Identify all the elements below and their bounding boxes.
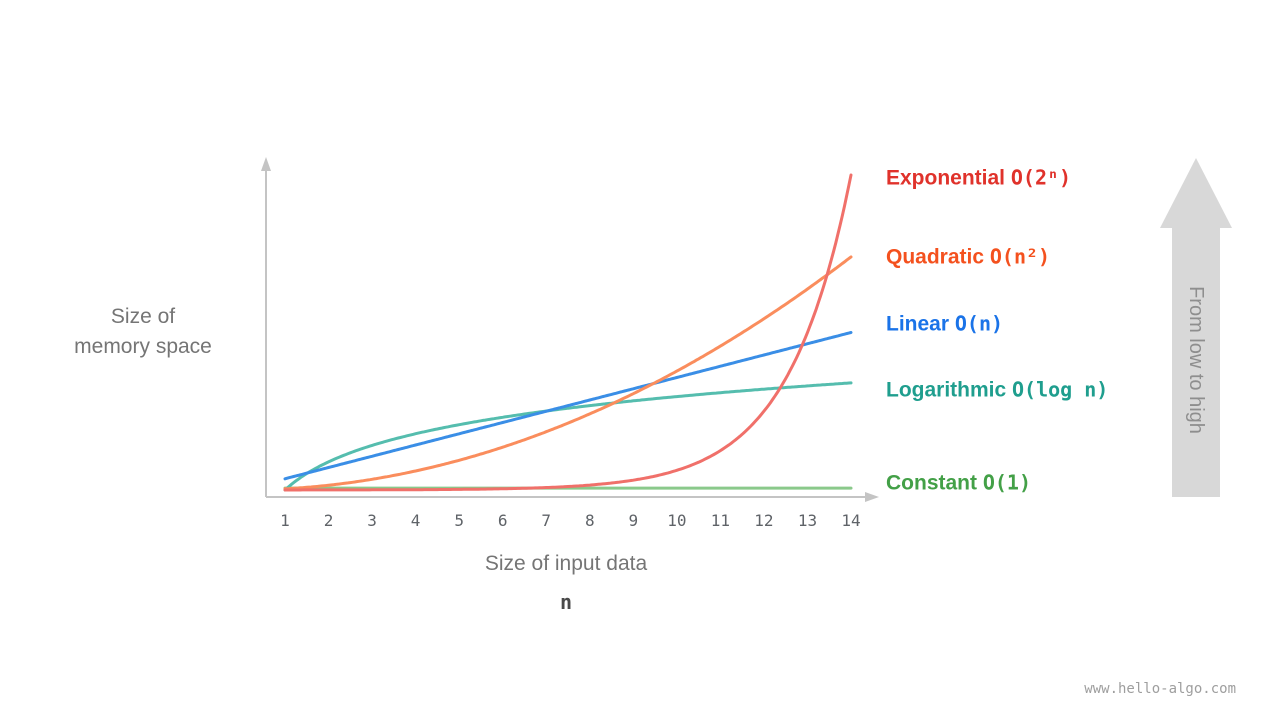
legend-item-logarithmic: Logarithmic O(log n): [886, 378, 1108, 403]
y-axis-label: Size of memory space: [74, 305, 212, 358]
x-tick-6: 6: [497, 511, 508, 530]
x-tick-7: 7: [541, 511, 552, 530]
legend-item-exponential: Exponential O(2ⁿ): [886, 166, 1071, 191]
legend-item-quadratic: Quadratic O(n²): [886, 245, 1050, 270]
curve-logarithmic: [283, 381, 853, 492]
x-tick-1: 1: [280, 511, 290, 530]
legend-series-formula: O(1): [982, 470, 1031, 495]
arrow-head-icon: [1160, 158, 1232, 228]
x-tick-8: 8: [584, 511, 595, 530]
legend-series-name: Logarithmic: [886, 378, 1013, 402]
legend-series-formula: O(n²): [989, 244, 1051, 269]
curve-linear: [283, 331, 853, 481]
x-axis-symbol: n: [559, 590, 573, 614]
x-tick-14: 14: [841, 511, 861, 530]
x-tick-5: 5: [454, 511, 464, 530]
x-tick-9: 9: [628, 511, 639, 530]
legend-series-name: Exponential: [886, 166, 1011, 190]
arrow-shaft: [1172, 226, 1220, 497]
legend-series-name: Constant: [886, 471, 983, 495]
x-axis-label: Size of input data: [484, 552, 648, 575]
x-tick-13: 13: [797, 511, 818, 530]
x-tick-11: 11: [710, 511, 730, 530]
legend-item-constant: Constant O(1): [886, 471, 1031, 496]
x-tick-12: 12: [754, 511, 774, 530]
curve-quadratic: [283, 255, 853, 491]
x-tick-3: 3: [367, 511, 377, 530]
legend-series-formula: O(2ⁿ): [1010, 165, 1072, 190]
legend-series-formula: O(log n): [1012, 377, 1109, 402]
x-tick-10: 10: [667, 511, 687, 530]
curve-exponential: [283, 173, 853, 492]
arrow-label: From low to high: [1185, 286, 1207, 434]
watermark: www.hello-algo.com: [1084, 681, 1236, 697]
legend-series-formula: O(n): [954, 311, 1004, 336]
legend-series-name: Quadratic: [886, 245, 990, 269]
x-tick-2: 2: [323, 511, 334, 530]
legend-item-linear: Linear O(n): [886, 312, 1003, 337]
x-tick-4: 4: [410, 511, 421, 530]
legend-series-name: Linear: [886, 312, 955, 336]
